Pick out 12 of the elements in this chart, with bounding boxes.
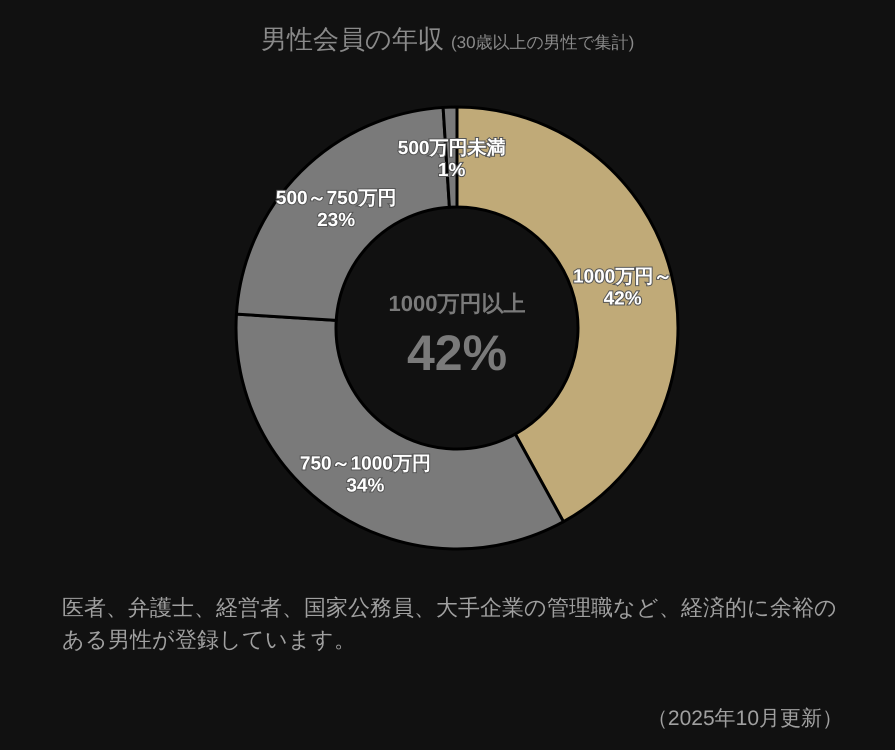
text: 42%: [406, 325, 508, 381]
title: 男性会員の年収: [260, 24, 444, 54]
data-label: 42%: [604, 288, 642, 310]
text: 1000万円以上: [388, 291, 526, 316]
text: （2025年10月更新）: [646, 706, 843, 732]
data-label: 34%: [346, 475, 384, 496]
chart-subtitle: (30歳以上の男性で集計): [451, 33, 634, 52]
slice-label: 750～1000万円: [300, 453, 431, 474]
slice-label: 500～750万円: [276, 188, 396, 210]
slice-label: 1000万円～: [572, 266, 672, 288]
data-label: 23%: [317, 210, 356, 232]
text: 医者、弁護士、経営者、国家公務員、大手企業の管理職など、経済的に余裕のある男性が登録しています。: [62, 594, 838, 654]
